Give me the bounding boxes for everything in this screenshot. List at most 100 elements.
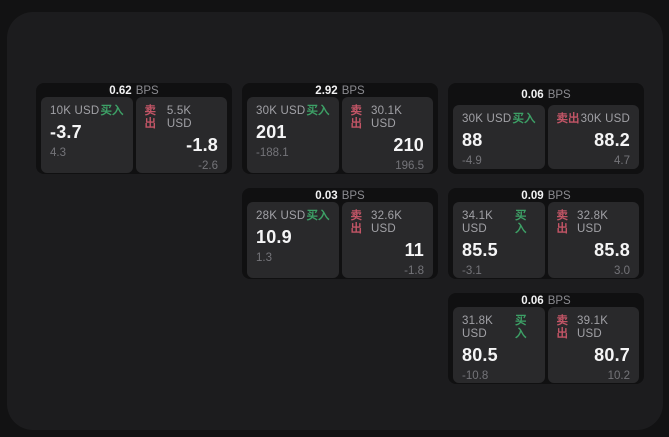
pane-top-row: 30K USD 买入 bbox=[462, 113, 536, 126]
buy-size: 30K USD bbox=[462, 113, 512, 125]
bps-value: 0.06 bbox=[521, 295, 544, 307]
bps-value: 0.03 bbox=[315, 190, 338, 202]
buy-sub-value: 4.3 bbox=[50, 147, 66, 159]
buy-side-label: 买入 bbox=[514, 210, 527, 235]
buy-side-label: 买入 bbox=[100, 105, 124, 117]
card-header: 0.62 BPS bbox=[36, 83, 232, 97]
buy-price: 201 bbox=[256, 122, 287, 142]
sell-sub-value: 10.2 bbox=[607, 370, 630, 382]
sell-sub-value: -2.6 bbox=[198, 160, 218, 172]
sell-pane[interactable]: 卖出 32.6K USD 11 -1.8 bbox=[341, 202, 433, 278]
buy-price: 85.5 bbox=[462, 240, 498, 260]
quote-card-5: 0.09 BPS 34.1K USD 买入 85.5 -3.1 卖出 bbox=[448, 188, 644, 279]
sell-pane[interactable]: 卖出 39.1K USD 80.7 10.2 bbox=[547, 307, 639, 383]
sell-price: 80.7 bbox=[594, 345, 630, 365]
card-header: 0.06 BPS bbox=[448, 83, 644, 105]
buy-pane[interactable]: 34.1K USD 买入 85.5 -3.1 bbox=[453, 202, 545, 278]
sell-size: 5.5K USD bbox=[166, 105, 192, 130]
card-body: 10K USD 买入 -3.7 4.3 卖出 5.5K USD -1.8 -2.… bbox=[36, 97, 232, 178]
sell-price: 85.8 bbox=[594, 240, 630, 260]
sell-side-label: 卖出 bbox=[350, 105, 363, 130]
bps-value: 0.06 bbox=[521, 89, 544, 101]
bps-unit-label: BPS bbox=[341, 190, 365, 202]
buy-sub-value: -10.8 bbox=[462, 370, 489, 382]
sell-side-label: 卖出 bbox=[144, 105, 157, 130]
buy-side-label: 买入 bbox=[514, 315, 527, 340]
buy-side-label: 买入 bbox=[306, 105, 330, 117]
buy-size: 30K USD bbox=[256, 105, 306, 117]
sell-pane[interactable]: 卖出 30K USD 88.2 4.7 bbox=[547, 105, 639, 169]
pane-top-row: 28K USD 买入 bbox=[256, 210, 330, 223]
quote-card-4: 0.03 BPS 28K USD 买入 10.9 1.3 卖出 bbox=[242, 188, 438, 279]
sell-side-label: 卖出 bbox=[556, 113, 580, 125]
buy-pane[interactable]: 30K USD 买入 88 -4.9 bbox=[453, 105, 545, 169]
sell-size: 39.1K USD bbox=[577, 315, 609, 340]
buy-pane[interactable]: 28K USD 买入 10.9 1.3 bbox=[247, 202, 339, 278]
pane-top-row: 卖出 32.6K USD bbox=[351, 210, 425, 236]
card-body: 28K USD 买入 10.9 1.3 卖出 32.6K USD 11 -1.8 bbox=[242, 202, 438, 283]
quote-card-6: 0.06 BPS 31.8K USD 买入 80.5 -10.8 卖 bbox=[448, 293, 644, 384]
bps-value: 2.92 bbox=[315, 85, 338, 97]
bps-value: 0.09 bbox=[521, 190, 544, 202]
bps-unit-label: BPS bbox=[547, 190, 571, 202]
sell-size: 30.1K USD bbox=[371, 105, 403, 130]
buy-pane[interactable]: 30K USD 买入 201 -188.1 bbox=[247, 97, 339, 173]
sell-pane[interactable]: 卖出 30.1K USD 210 196.5 bbox=[341, 97, 433, 173]
card-header: 2.92 BPS bbox=[242, 83, 438, 97]
sell-price: -1.8 bbox=[186, 135, 218, 155]
buy-sub-value: -188.1 bbox=[256, 147, 289, 159]
buy-price: -3.7 bbox=[50, 122, 82, 142]
bps-unit-label: BPS bbox=[547, 89, 571, 101]
buy-price: 80.5 bbox=[462, 345, 498, 365]
pane-top-row: 卖出 32.8K USD bbox=[557, 210, 631, 236]
card-body: 30K USD 买入 88 -4.9 卖出 30K USD 88.2 4.7 bbox=[448, 105, 644, 174]
quote-card-2: 2.92 BPS 30K USD 买入 201 -188.1 卖出 bbox=[242, 83, 438, 174]
bps-unit-label: BPS bbox=[547, 295, 571, 307]
buy-price: 88 bbox=[462, 130, 483, 150]
buy-sub-value: -4.9 bbox=[462, 155, 482, 167]
sell-side-label: 卖出 bbox=[556, 210, 569, 235]
sell-price: 210 bbox=[393, 135, 424, 155]
sell-side-label: 卖出 bbox=[350, 210, 363, 235]
sell-size: 30K USD bbox=[580, 113, 630, 125]
quote-card-3: 0.06 BPS 30K USD 买入 88 -4.9 卖出 bbox=[448, 83, 644, 174]
card-header: 0.09 BPS bbox=[448, 188, 644, 202]
card-body: 30K USD 买入 201 -188.1 卖出 30.1K USD 210 1… bbox=[242, 97, 438, 178]
sell-pane[interactable]: 卖出 32.8K USD 85.8 3.0 bbox=[547, 202, 639, 278]
sell-sub-value: 4.7 bbox=[614, 155, 630, 167]
bps-value: 0.62 bbox=[109, 85, 132, 97]
card-body: 34.1K USD 买入 85.5 -3.1 卖出 32.8K USD 85.8… bbox=[448, 202, 644, 283]
bps-unit-label: BPS bbox=[341, 85, 365, 97]
buy-size: 28K USD bbox=[256, 210, 306, 222]
card-header: 0.03 BPS bbox=[242, 188, 438, 202]
pane-top-row: 卖出 30K USD bbox=[557, 113, 631, 126]
buy-side-label: 买入 bbox=[512, 113, 536, 125]
sell-sub-value: 196.5 bbox=[395, 160, 424, 172]
quotes-panel: 0.62 BPS 10K USD 买入 -3.7 4.3 卖出 bbox=[7, 12, 663, 430]
buy-pane[interactable]: 31.8K USD 买入 80.5 -10.8 bbox=[453, 307, 545, 383]
buy-pane[interactable]: 10K USD 买入 -3.7 4.3 bbox=[41, 97, 133, 173]
card-header: 0.06 BPS bbox=[448, 293, 644, 307]
buy-size: 10K USD bbox=[50, 105, 100, 117]
pane-top-row: 34.1K USD 买入 bbox=[462, 210, 536, 236]
buy-sub-value: -3.1 bbox=[462, 265, 482, 277]
quote-cards-grid: 0.62 BPS 10K USD 买入 -3.7 4.3 卖出 bbox=[36, 83, 644, 384]
pane-top-row: 30K USD 买入 bbox=[256, 105, 330, 118]
sell-side-label: 卖出 bbox=[556, 315, 569, 340]
pane-top-row: 31.8K USD 买入 bbox=[462, 315, 536, 341]
buy-price: 10.9 bbox=[256, 227, 292, 247]
bps-unit-label: BPS bbox=[135, 85, 159, 97]
buy-side-label: 买入 bbox=[306, 210, 330, 222]
card-body: 31.8K USD 买入 80.5 -10.8 卖出 39.1K USD 80.… bbox=[448, 307, 644, 388]
sell-size: 32.6K USD bbox=[371, 210, 403, 235]
sell-sub-value: -1.8 bbox=[404, 265, 424, 277]
pane-top-row: 卖出 39.1K USD bbox=[557, 315, 631, 341]
pane-top-row: 卖出 5.5K USD bbox=[145, 105, 219, 131]
buy-size: 31.8K USD bbox=[462, 315, 494, 340]
pane-top-row: 卖出 30.1K USD bbox=[351, 105, 425, 131]
sell-size: 32.8K USD bbox=[577, 210, 609, 235]
quote-card-1: 0.62 BPS 10K USD 买入 -3.7 4.3 卖出 bbox=[36, 83, 232, 174]
sell-pane[interactable]: 卖出 5.5K USD -1.8 -2.6 bbox=[135, 97, 227, 173]
sell-sub-value: 3.0 bbox=[614, 265, 630, 277]
